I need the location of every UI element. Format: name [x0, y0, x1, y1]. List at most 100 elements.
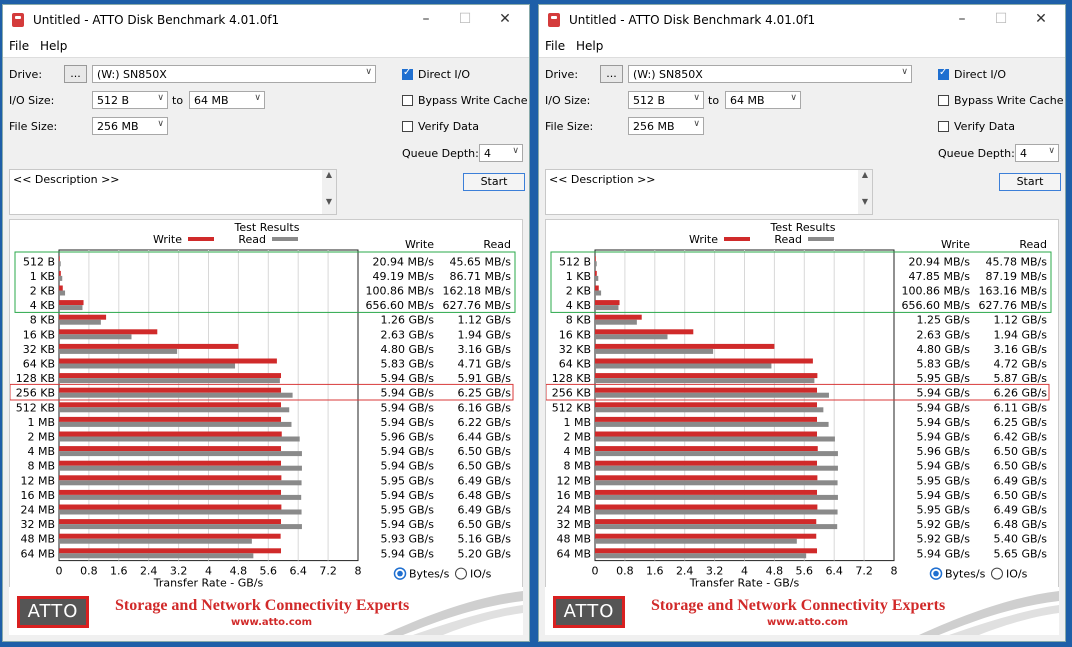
read-bar	[595, 480, 838, 486]
menu-file[interactable]: File	[545, 39, 566, 53]
description-scrollbar[interactable]: ▲ ▼	[858, 170, 872, 214]
maximize-icon[interactable]: ☐	[458, 11, 472, 27]
queue-depth-select[interactable]: 4 ∨	[1015, 144, 1059, 162]
drive-select[interactable]: (W:) SN850X ∨	[628, 65, 912, 83]
write-value: 5.95 GB/s	[917, 474, 971, 487]
scroll-down-icon[interactable]: ▼	[861, 197, 869, 206]
read-value: 1.12 GB/s	[994, 314, 1048, 327]
row-label: 64 MB	[556, 547, 591, 560]
row-label: 4 MB	[27, 445, 55, 458]
description-box[interactable]: << Description >> ▲ ▼	[9, 169, 337, 215]
verify-data-checkbox[interactable]	[402, 121, 413, 132]
row-label: 24 MB	[556, 504, 591, 517]
start-button[interactable]: Start	[999, 173, 1061, 191]
file-size-label: File Size:	[545, 120, 594, 133]
io-radio-button[interactable]	[455, 567, 467, 580]
write-bar	[59, 373, 282, 379]
write-bar	[59, 475, 282, 481]
read-bar	[595, 465, 838, 471]
chevron-down-icon: ∨	[365, 67, 372, 77]
x-tick-label: 3.2	[706, 565, 724, 578]
read-value: 86.71 MB/s	[450, 270, 512, 283]
brand-tagline: Storage and Network Connectivity Experts	[115, 597, 410, 614]
write-value: 20.94 MB/s	[909, 255, 971, 268]
row-label: 64 KB	[23, 358, 55, 371]
title-bar[interactable]: Untitled - ATTO Disk Benchmark 4.01.0f1 …	[539, 5, 1065, 35]
drive-browse-button[interactable]: ...	[64, 65, 87, 83]
close-icon[interactable]: ✕	[499, 11, 511, 27]
minimize-icon[interactable]: –	[422, 11, 430, 27]
title-bar[interactable]: Untitled - ATTO Disk Benchmark 4.01.0f1 …	[3, 5, 529, 35]
direct-io-checkbox[interactable]	[938, 67, 949, 80]
drive-browse-button[interactable]: ...	[600, 65, 623, 83]
description-text: << Description >>	[549, 173, 656, 186]
start-button[interactable]: Start	[463, 173, 525, 191]
brand-tagline: Storage and Network Connectivity Experts	[651, 597, 946, 614]
bytes-radio-dot	[397, 570, 403, 577]
read-value: 5.40 GB/s	[994, 533, 1048, 546]
file-size-select[interactable]: 256 MB ∨	[628, 117, 704, 135]
read-value: 87.19 MB/s	[986, 270, 1048, 283]
write-bar	[59, 504, 282, 510]
queue-depth-select[interactable]: 4 ∨	[479, 144, 523, 162]
read-value: 4.72 GB/s	[994, 358, 1048, 371]
x-tick-label: 5.6	[796, 565, 814, 578]
legend-write-label: Write	[689, 233, 718, 246]
read-bar	[595, 348, 714, 354]
menu-file[interactable]: File	[9, 39, 30, 53]
write-bar	[595, 285, 599, 291]
menu-help[interactable]: Help	[40, 39, 68, 53]
write-bar	[595, 300, 620, 306]
write-value: 47.85 MB/s	[909, 270, 971, 283]
bypass-write-cache-checkbox[interactable]	[938, 95, 949, 106]
row-label: 1 KB	[30, 270, 55, 283]
scroll-down-icon[interactable]: ▼	[325, 197, 333, 206]
write-bar	[59, 300, 84, 306]
close-icon[interactable]: ✕	[1035, 11, 1047, 27]
io-radio-button[interactable]	[991, 567, 1003, 580]
write-value: 2.63 GB/s	[917, 328, 971, 341]
brand-url[interactable]: www.atto.com	[231, 617, 313, 628]
description-scrollbar[interactable]: ▲ ▼	[322, 170, 336, 214]
legend-read-swatch	[272, 237, 298, 241]
verify-data-checkbox[interactable]	[938, 121, 949, 132]
write-bar	[59, 431, 282, 437]
queue-depth-value: 4	[1020, 147, 1027, 160]
read-bar	[595, 509, 838, 515]
x-tick-label: 4.8	[230, 565, 248, 578]
row-label: 48 MB	[556, 533, 591, 546]
io-size-to-select[interactable]: 64 MB ∨	[725, 91, 801, 109]
write-value: 5.94 GB/s	[917, 431, 971, 444]
row-label: 64 MB	[20, 547, 55, 560]
read-value: 45.65 MB/s	[450, 255, 512, 268]
write-bar	[595, 343, 775, 349]
direct-io-checkbox[interactable]	[402, 67, 413, 80]
read-value: 1.94 GB/s	[994, 328, 1048, 341]
write-value: 5.95 GB/s	[381, 474, 435, 487]
atto-app-icon	[548, 13, 560, 27]
write-bar	[59, 329, 158, 335]
minimize-icon[interactable]: –	[958, 11, 966, 27]
scroll-up-icon[interactable]: ▲	[861, 170, 869, 179]
menu-bar: File Help	[539, 35, 1065, 58]
drive-select[interactable]: (W:) SN850X ∨	[92, 65, 376, 83]
file-size-select[interactable]: 256 MB ∨	[92, 117, 168, 135]
x-tick-label: 5.6	[260, 565, 278, 578]
write-bar	[59, 446, 282, 452]
maximize-icon[interactable]: ☐	[994, 11, 1008, 27]
benchmark-window: Untitled - ATTO Disk Benchmark 4.01.0f1 …	[2, 4, 530, 642]
brand-url[interactable]: www.atto.com	[767, 617, 849, 628]
io-size-to-select[interactable]: 64 MB ∨	[189, 91, 265, 109]
write-value: 5.83 GB/s	[381, 358, 435, 371]
description-box[interactable]: << Description >> ▲ ▼	[545, 169, 873, 215]
io-size-from-select[interactable]: 512 B ∨	[628, 91, 704, 109]
verify-data-label: Verify Data	[954, 120, 1015, 133]
io-size-from-select[interactable]: 512 B ∨	[92, 91, 168, 109]
scroll-up-icon[interactable]: ▲	[325, 170, 333, 179]
write-bar	[59, 270, 61, 276]
read-bar	[59, 407, 290, 413]
atto-logo: ATTO	[17, 596, 89, 628]
menu-help[interactable]: Help	[576, 39, 604, 53]
write-bar	[59, 387, 282, 393]
bypass-write-cache-checkbox[interactable]	[402, 95, 413, 106]
